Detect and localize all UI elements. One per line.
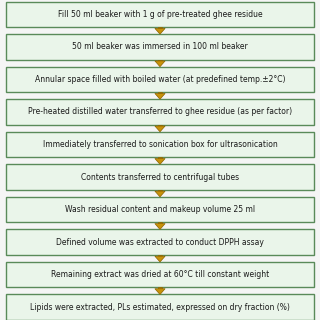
Text: Defined volume was extracted to conduct DPPH assay: Defined volume was extracted to conduct … [56,238,264,247]
Text: Contents transferred to centrifugal tubes: Contents transferred to centrifugal tube… [81,172,239,181]
FancyBboxPatch shape [6,262,314,287]
Polygon shape [155,224,165,229]
FancyBboxPatch shape [158,190,162,191]
Text: Pre-heated distilled water transferred to ghee residue (as per factor): Pre-heated distilled water transferred t… [28,108,292,116]
Text: Annular space filled with boiled water (at predefined temp.±2°C): Annular space filled with boiled water (… [35,75,285,84]
Text: Immediately transferred to sonication box for ultrasonication: Immediately transferred to sonication bo… [43,140,277,149]
FancyBboxPatch shape [158,92,162,93]
FancyBboxPatch shape [158,222,162,224]
FancyBboxPatch shape [158,125,162,126]
FancyBboxPatch shape [6,229,314,255]
FancyBboxPatch shape [158,255,162,256]
Text: Wash residual content and makeup volume 25 ml: Wash residual content and makeup volume … [65,205,255,214]
Text: Remaining extract was dried at 60°C till constant weight: Remaining extract was dried at 60°C till… [51,270,269,279]
FancyBboxPatch shape [6,294,314,320]
FancyBboxPatch shape [6,132,314,157]
FancyBboxPatch shape [158,27,162,28]
Polygon shape [155,93,165,99]
Polygon shape [155,256,165,262]
Polygon shape [155,61,165,67]
FancyBboxPatch shape [158,157,162,158]
FancyBboxPatch shape [158,287,162,289]
FancyBboxPatch shape [6,164,314,190]
FancyBboxPatch shape [158,60,162,61]
Text: 50 ml beaker was immersed in 100 ml beaker: 50 ml beaker was immersed in 100 ml beak… [72,42,248,52]
Polygon shape [155,289,165,294]
Text: Lipids were extracted, PLs estimated, expressed on dry fraction (%): Lipids were extracted, PLs estimated, ex… [30,303,290,312]
FancyBboxPatch shape [6,34,314,60]
Polygon shape [155,126,165,132]
FancyBboxPatch shape [6,197,314,222]
FancyBboxPatch shape [6,2,314,27]
Polygon shape [155,28,165,34]
Polygon shape [155,191,165,197]
FancyBboxPatch shape [6,67,314,92]
FancyBboxPatch shape [6,99,314,125]
Polygon shape [155,158,165,164]
Text: Fill 50 ml beaker with 1 g of pre-treated ghee residue: Fill 50 ml beaker with 1 g of pre-treate… [58,10,262,19]
